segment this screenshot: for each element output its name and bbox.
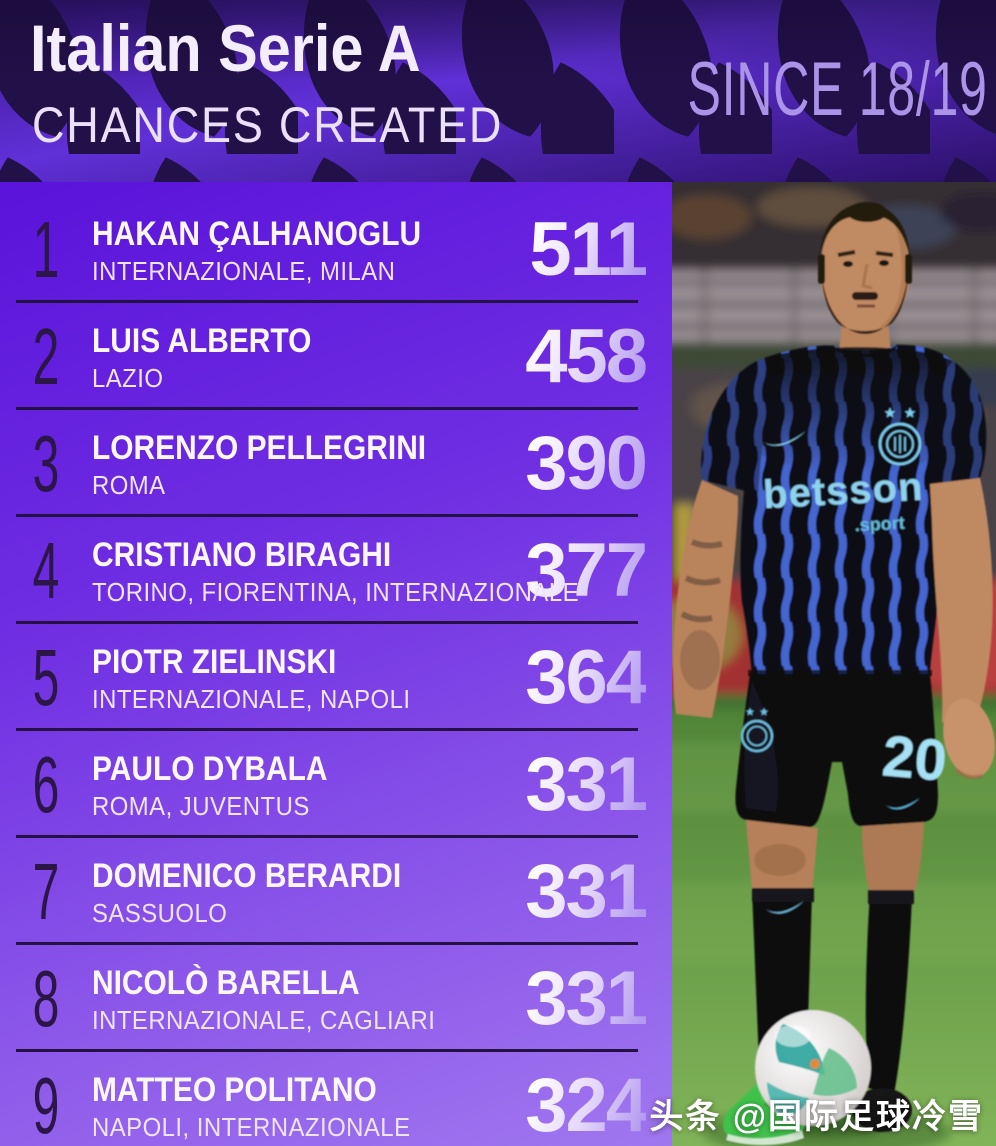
chances-value: 511 bbox=[529, 206, 648, 292]
player-info: PIOTR ZIELINSKI INTERNAZIONALE, NAPOLI bbox=[92, 640, 525, 715]
player-name: PIOTR ZIELINSKI bbox=[92, 643, 337, 681]
player-name: NICOLÒ BARELLA bbox=[92, 964, 360, 1002]
rank-number: 5 bbox=[32, 632, 60, 722]
table-row: 6 PAULO DYBALA ROMA, JUVENTUS 331 bbox=[0, 731, 672, 838]
player-clubs: NAPOLI, INTERNAZIONALE bbox=[92, 1111, 411, 1142]
player-info: CRISTIANO BIRAGHI TORINO, FIORENTINA, IN… bbox=[92, 533, 580, 608]
rank-number: 9 bbox=[32, 1060, 60, 1146]
page-subtitle: CHANCES CREATED bbox=[32, 97, 504, 153]
player-shorts: 20 bbox=[735, 674, 950, 829]
table-row: 7 DOMENICO BERARDI SASSUOLO 331 bbox=[0, 838, 672, 945]
chances-value: 377 bbox=[525, 527, 648, 613]
jersey-sponsor-text: betsson bbox=[762, 465, 924, 517]
table-row: 1 HAKAN ÇALHANOGLU INTERNAZIONALE, MILAN… bbox=[0, 196, 672, 303]
rank-number: 3 bbox=[32, 418, 60, 508]
table-row: 4 CRISTIANO BIRAGHI TORINO, FIORENTINA, … bbox=[0, 517, 672, 624]
rank-number: 4 bbox=[32, 525, 60, 615]
chances-value: 324 bbox=[525, 1062, 648, 1146]
player-back-leg bbox=[852, 822, 924, 1132]
player-clubs: INTERNAZIONALE, CAGLIARI bbox=[92, 1004, 436, 1035]
since-label: SINCE 18/19 bbox=[687, 47, 988, 132]
rank-number: 2 bbox=[32, 311, 60, 401]
player-info: HAKAN ÇALHANOGLU INTERNAZIONALE, MILAN bbox=[92, 212, 529, 287]
player-figure: betsson .sport bbox=[673, 202, 995, 1146]
table-row: 2 LUIS ALBERTO LAZIO 458 bbox=[0, 303, 672, 410]
player-clubs: SASSUOLO bbox=[92, 897, 228, 928]
player-name: PAULO DYBALA bbox=[92, 750, 328, 788]
player-hair bbox=[820, 203, 910, 260]
table-row: 3 LORENZO PELLEGRINI ROMA 390 bbox=[0, 410, 672, 517]
chances-value: 364 bbox=[525, 634, 648, 720]
player-clubs: TORINO, FIORENTINA, INTERNAZIONALE bbox=[92, 576, 580, 607]
player-clubs: LAZIO bbox=[92, 362, 164, 393]
player-info: PAULO DYBALA ROMA, JUVENTUS bbox=[92, 747, 525, 822]
rank-number: 6 bbox=[32, 739, 60, 829]
player-info: MATTEO POLITANO NAPOLI, INTERNAZIONALE bbox=[92, 1068, 525, 1143]
player-clubs: INTERNAZIONALE, MILAN bbox=[92, 255, 396, 286]
rank-number: 1 bbox=[32, 204, 60, 294]
player-name: CRISTIANO BIRAGHI bbox=[92, 536, 392, 574]
rank-number: 8 bbox=[32, 953, 60, 1043]
sock-swoosh-icon bbox=[764, 901, 804, 914]
chances-value: 331 bbox=[525, 741, 648, 827]
player-left-arm bbox=[673, 480, 738, 718]
player-head bbox=[818, 202, 912, 334]
player-name: HAKAN ÇALHANOGLU bbox=[92, 215, 422, 253]
table-row: 8 NICOLÒ BARELLA INTERNAZIONALE, CAGLIAR… bbox=[0, 945, 672, 1052]
inter-crest-icon bbox=[878, 407, 922, 466]
header-pattern bbox=[0, 0, 996, 182]
player-info: DOMENICO BERARDI SASSUOLO bbox=[92, 854, 525, 929]
chances-value: 390 bbox=[525, 420, 648, 506]
player-name: LORENZO PELLEGRINI bbox=[92, 429, 427, 467]
player-clubs: ROMA bbox=[92, 469, 166, 500]
shorts-crest-icon bbox=[740, 707, 774, 753]
shorts-number: 20 bbox=[880, 723, 950, 793]
player-jersey: betsson .sport bbox=[701, 344, 987, 676]
player-clubs: ROMA, JUVENTUS bbox=[92, 790, 310, 821]
rank-number: 7 bbox=[32, 846, 60, 936]
table-row: 5 PIOTR ZIELINSKI INTERNAZIONALE, NAPOLI… bbox=[0, 624, 672, 731]
player-right-arm bbox=[930, 478, 995, 780]
player-name: DOMENICO BERARDI bbox=[92, 857, 402, 895]
player-info: LUIS ALBERTO LAZIO bbox=[92, 319, 525, 394]
jersey-collar bbox=[832, 344, 898, 357]
ranking-panel: 1 HAKAN ÇALHANOGLU INTERNAZIONALE, MILAN… bbox=[0, 182, 672, 1146]
football bbox=[755, 1010, 871, 1126]
player-photo: betsson .sport bbox=[672, 182, 996, 1146]
chances-value: 331 bbox=[525, 955, 648, 1041]
shorts-swoosh-icon bbox=[884, 798, 920, 810]
page-title: Italian Serie A bbox=[30, 11, 421, 85]
player-clubs: INTERNAZIONALE, NAPOLI bbox=[92, 683, 411, 714]
ranking-list: 1 HAKAN ÇALHANOGLU INTERNAZIONALE, MILAN… bbox=[0, 196, 672, 1146]
player-info: LORENZO PELLEGRINI ROMA bbox=[92, 426, 525, 501]
player-illustration: betsson .sport bbox=[672, 182, 996, 1146]
header-banner: Italian Serie A CHANCES CREATED SINCE 18… bbox=[0, 0, 996, 182]
player-name: LUIS ALBERTO bbox=[92, 322, 312, 360]
jersey-sponsor-sub-text: .sport bbox=[854, 513, 905, 536]
player-name: MATTEO POLITANO bbox=[92, 1071, 377, 1109]
player-info: NICOLÒ BARELLA INTERNAZIONALE, CAGLIARI bbox=[92, 961, 525, 1036]
chances-value: 458 bbox=[525, 313, 648, 399]
watermark: 头条 @国际足球冷雪 bbox=[649, 1098, 984, 1136]
table-row: 9 MATTEO POLITANO NAPOLI, INTERNAZIONALE… bbox=[0, 1052, 672, 1146]
chances-value: 331 bbox=[525, 848, 648, 934]
